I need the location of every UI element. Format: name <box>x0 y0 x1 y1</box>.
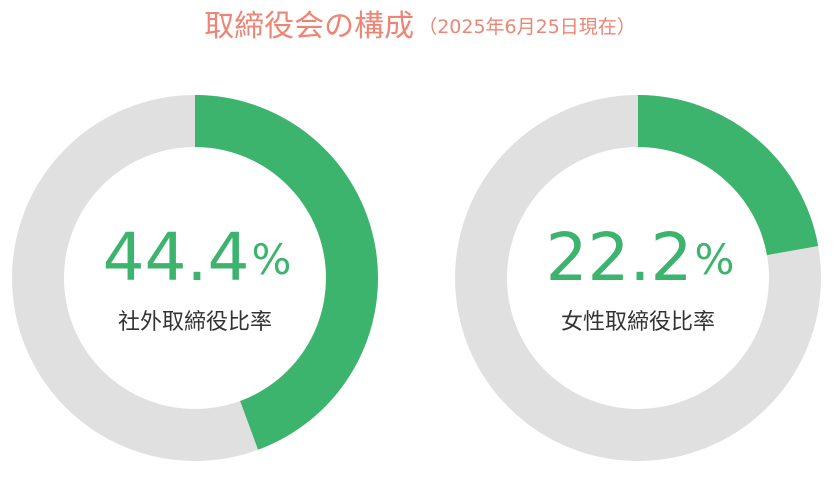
value-label: 44.4% <box>103 219 292 296</box>
heading: 取締役会の構成 （2025年6月25日現在） <box>204 9 636 44</box>
title: 取締役会の構成 <box>204 9 414 44</box>
value-number: 22.2 <box>546 219 693 296</box>
value-unit: % <box>252 235 292 284</box>
value-unit: % <box>695 235 735 284</box>
donut-label: 社外取締役比率 <box>118 310 272 335</box>
donut-segment <box>194 95 378 450</box>
subtitle: （2025年6月25日現在） <box>418 16 636 38</box>
donut-segment <box>637 95 819 256</box>
value-label: 22.2% <box>546 219 735 296</box>
donut-label: 女性取締役比率 <box>561 310 715 335</box>
value-number: 44.4 <box>103 219 250 296</box>
